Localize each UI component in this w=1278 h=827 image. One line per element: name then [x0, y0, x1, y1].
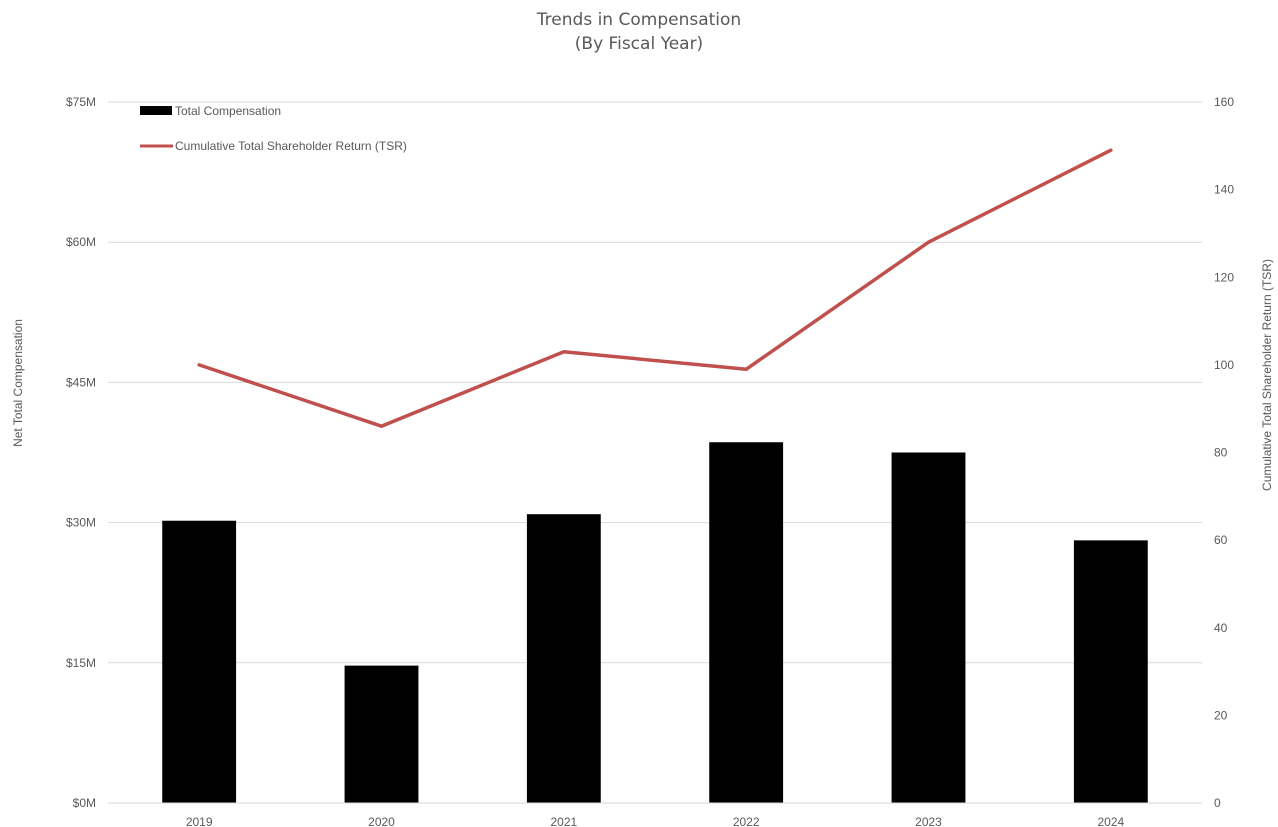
bar-2021	[526, 514, 601, 803]
gridlines	[108, 101, 1202, 804]
bar-2020	[344, 665, 419, 803]
bar-2024	[1073, 540, 1148, 803]
y2-tick-label: 80	[1214, 446, 1228, 460]
x-tick-label: 2019	[186, 815, 213, 827]
bar-2019	[162, 520, 237, 803]
y-tick-label: $30M	[66, 516, 96, 530]
y-tick-label: $75M	[66, 95, 96, 109]
chart-title-block: Trends in Compensation (By Fiscal Year)	[0, 8, 1278, 56]
y2-tick-label: 20	[1214, 708, 1228, 722]
x-tick-label: 2022	[733, 815, 760, 827]
x-tick-label: 2023	[915, 815, 942, 827]
legend-bar-swatch	[140, 106, 172, 115]
chart-subtitle: (By Fiscal Year)	[574, 34, 704, 54]
bar-2023	[891, 452, 966, 803]
x-tick-label: 2020	[368, 815, 395, 827]
y2-tick-label: 120	[1214, 270, 1234, 284]
x-tick-label: 2024	[1097, 815, 1124, 827]
chart-title: Trends in Compensation	[536, 10, 742, 30]
bar-series	[162, 442, 1148, 803]
y-tick-label: $0M	[73, 796, 96, 810]
legend-line-label: Cumulative Total Shareholder Return (TSR…	[175, 139, 407, 153]
y2-tick-label: 60	[1214, 533, 1228, 547]
y2-axis-label: Cumulative Total Shareholder Return (TSR…	[1260, 259, 1274, 491]
y2-tick-label: 100	[1214, 358, 1234, 372]
bar-2022	[709, 442, 784, 803]
y-tick-label: $15M	[66, 656, 96, 670]
x-tick-label: 2021	[550, 815, 577, 827]
legend: Total Compensation Cumulative Total Share…	[140, 104, 407, 153]
y-tick-label: $45M	[66, 375, 96, 389]
y-tick-label: $60M	[66, 235, 96, 249]
legend-bar-label: Total Compensation	[175, 104, 281, 118]
tsr-line	[197, 148, 1113, 428]
y2-tick-label: 40	[1214, 621, 1228, 635]
y2-tick-label: 140	[1214, 183, 1234, 197]
axes: $0M $15M $30M $45M $60M $75M 0 20 40 60 80 100 120 14…	[66, 95, 1234, 827]
y-axis-label: Net Total Compensation	[11, 319, 25, 447]
line-series	[197, 148, 1113, 428]
y2-tick-label: 160	[1214, 95, 1234, 109]
y2-tick-label: 0	[1214, 796, 1221, 810]
